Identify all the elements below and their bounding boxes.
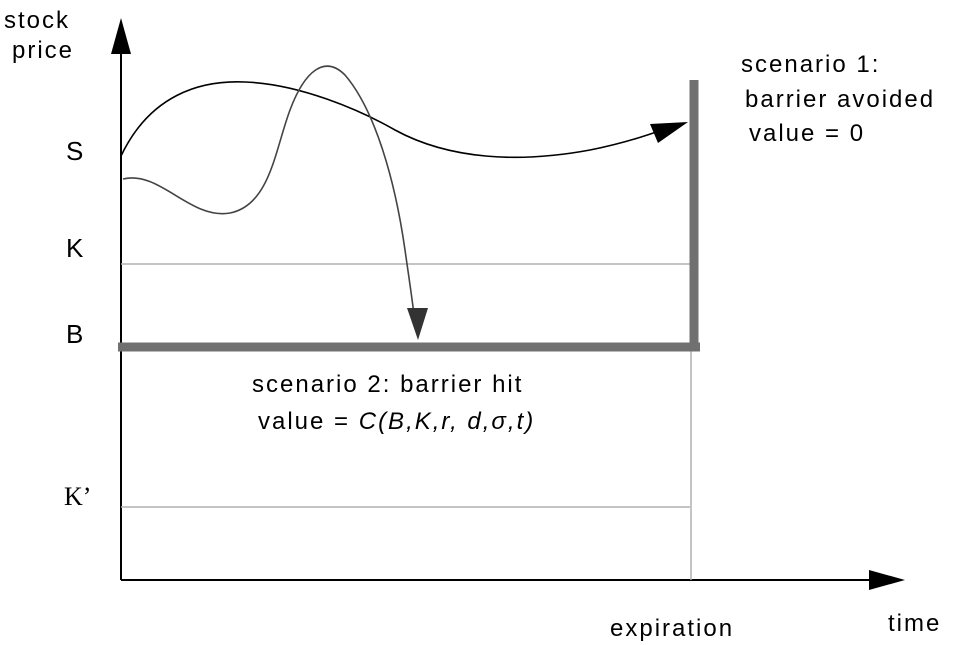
level-label-b: B <box>66 319 83 349</box>
scenario-2-title: scenario 2: barrier hit <box>252 371 523 398</box>
level-label-s: S <box>66 136 83 166</box>
y-axis-arrowhead <box>111 18 131 54</box>
scenario-2-value-prefix: value = <box>258 408 359 435</box>
y-axis-label-line1: stock <box>4 7 70 34</box>
x-axis-arrowhead <box>869 570 905 590</box>
y-axis-label-line2: price <box>12 37 74 64</box>
path-1-arrowhead <box>650 122 688 143</box>
scenario-1-description: barrier avoided <box>745 86 935 113</box>
scenario-2-value: value = C(B,K,r, d,σ,t) <box>258 408 535 435</box>
x-axis-label: time <box>888 610 941 637</box>
price-path-scenario-2 <box>122 65 415 316</box>
level-label-k: K <box>66 233 84 263</box>
path-2-arrowhead <box>407 308 428 340</box>
price-path-scenario-1 <box>120 81 673 159</box>
scenario-1-title: scenario 1: <box>741 51 880 78</box>
scenario-2-value-formula: C(B,K,r, d,σ,t) <box>359 408 536 435</box>
scenario-1-value: value = 0 <box>749 120 865 147</box>
expiration-label: expiration <box>610 615 734 642</box>
level-label-k-prime: K’ <box>64 482 91 511</box>
